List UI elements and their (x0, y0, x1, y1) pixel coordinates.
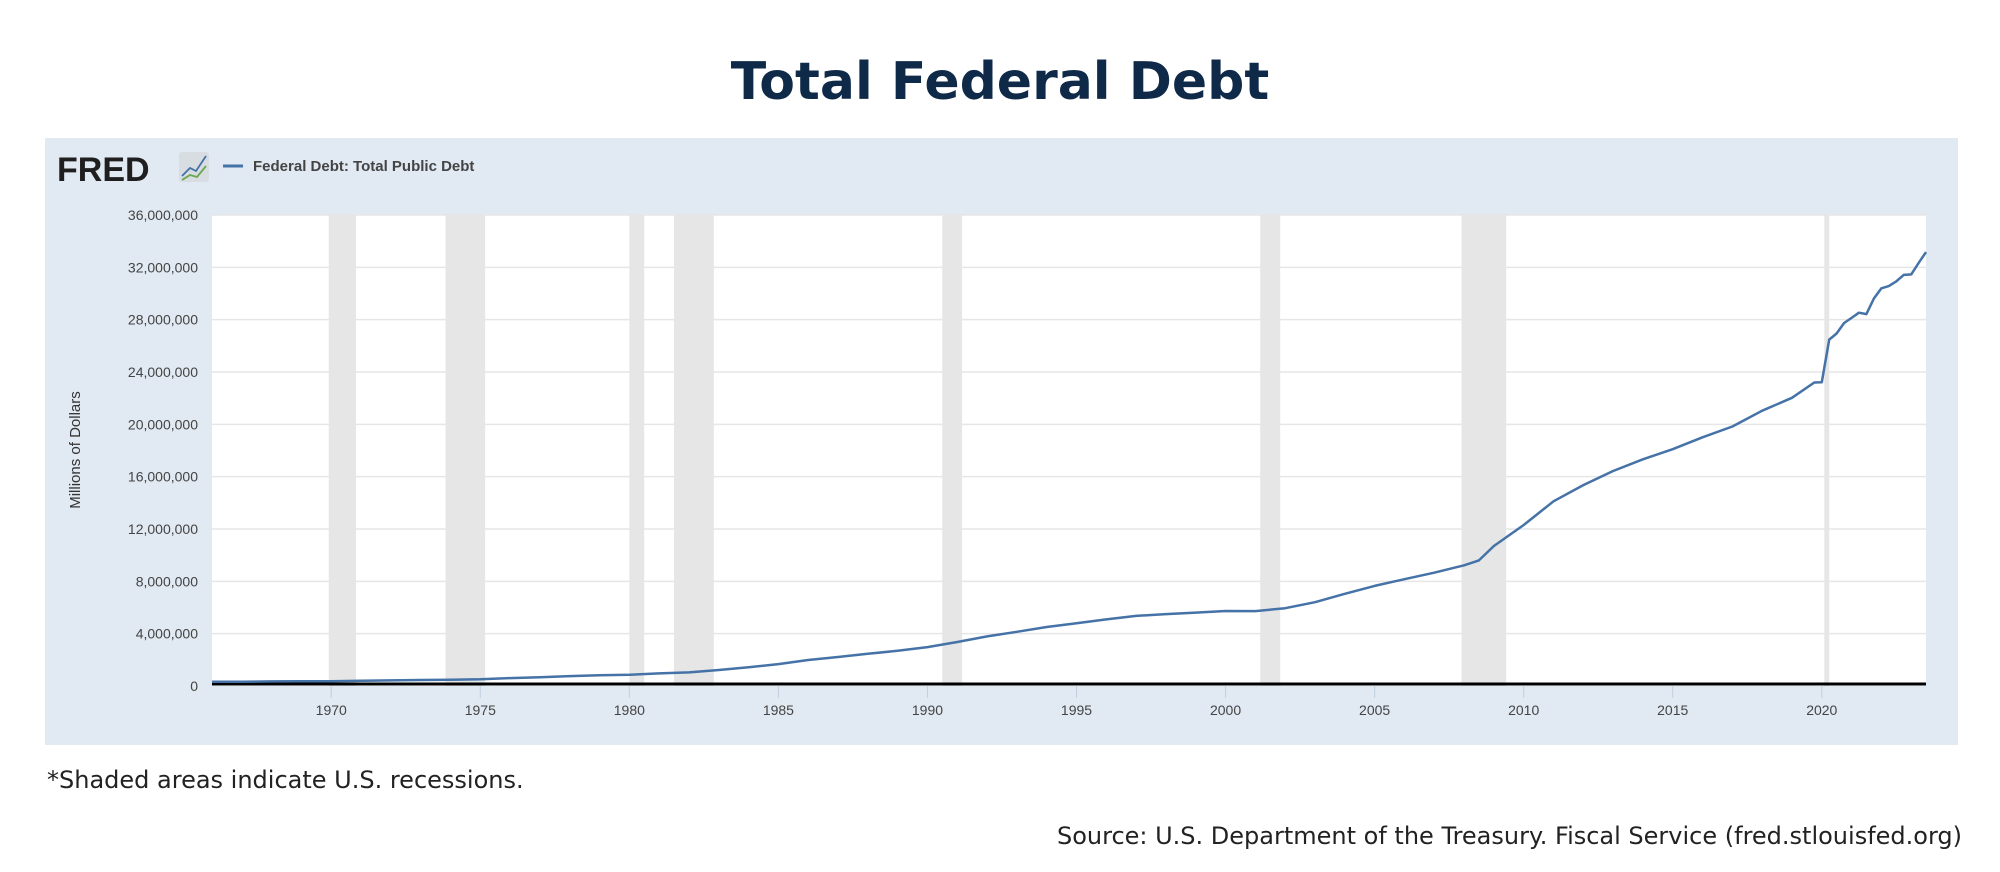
y-tick-label: 24,000,000 (128, 364, 198, 380)
x-tick-label: 2015 (1657, 702, 1688, 718)
x-tick-label: 1985 (763, 702, 794, 718)
x-tick-label: 2010 (1508, 702, 1539, 718)
x-tick-label: 2005 (1359, 702, 1390, 718)
y-tick-label: 28,000,000 (128, 312, 198, 328)
x-tick-label: 1980 (614, 702, 645, 718)
recession-band (328, 215, 357, 686)
legend-label[interactable]: Federal Debt: Total Public Debt (253, 158, 474, 175)
x-tick-label: 1975 (465, 702, 496, 718)
x-tick-label: 2020 (1806, 702, 1837, 718)
y-tick-label: 12,000,000 (128, 521, 198, 537)
line-chart: FRED Federal Debt: Total Public Debt 0 4,… (57, 151, 1928, 718)
chart-panel: FRED Federal Debt: Total Public Debt 0 4,… (45, 138, 1958, 745)
page-title: Total Federal Debt (730, 52, 1270, 112)
y-tick-label: 8,000,000 (136, 573, 198, 589)
y-tick-label: 0 (190, 678, 198, 694)
x-tick-label: 2000 (1210, 702, 1241, 718)
recession-band (1260, 215, 1281, 686)
y-tick-label: 20,000,000 (128, 416, 198, 432)
y-tick-label: 32,000,000 (128, 259, 198, 275)
y-tick-label: 16,000,000 (128, 469, 198, 485)
fred-logo: FRED (57, 151, 209, 189)
recession-band (1461, 215, 1507, 686)
y-axis-label: Millions of Dollars (67, 391, 84, 509)
y-tick-label: 36,000,000 (128, 207, 198, 223)
recession-band (673, 215, 714, 686)
x-tick-label: 1995 (1061, 702, 1092, 718)
y-tick-label: 4,000,000 (136, 626, 198, 642)
source-note: Source: U.S. Department of the Treasury.… (1056, 822, 1962, 850)
recession-footnote: *Shaded areas indicate U.S. recessions. (47, 766, 524, 794)
fred-graph-icon (179, 152, 209, 182)
recession-band (1824, 215, 1830, 686)
recession-band (942, 215, 963, 686)
series-line-federal-debt (211, 251, 1928, 684)
recession-band (445, 215, 486, 686)
x-tick-label: 1990 (912, 702, 943, 718)
plot-area (212, 215, 1926, 686)
x-tick-label: 1970 (316, 702, 347, 718)
recession-band (629, 215, 645, 686)
fred-logo-text: FRED (57, 151, 150, 189)
